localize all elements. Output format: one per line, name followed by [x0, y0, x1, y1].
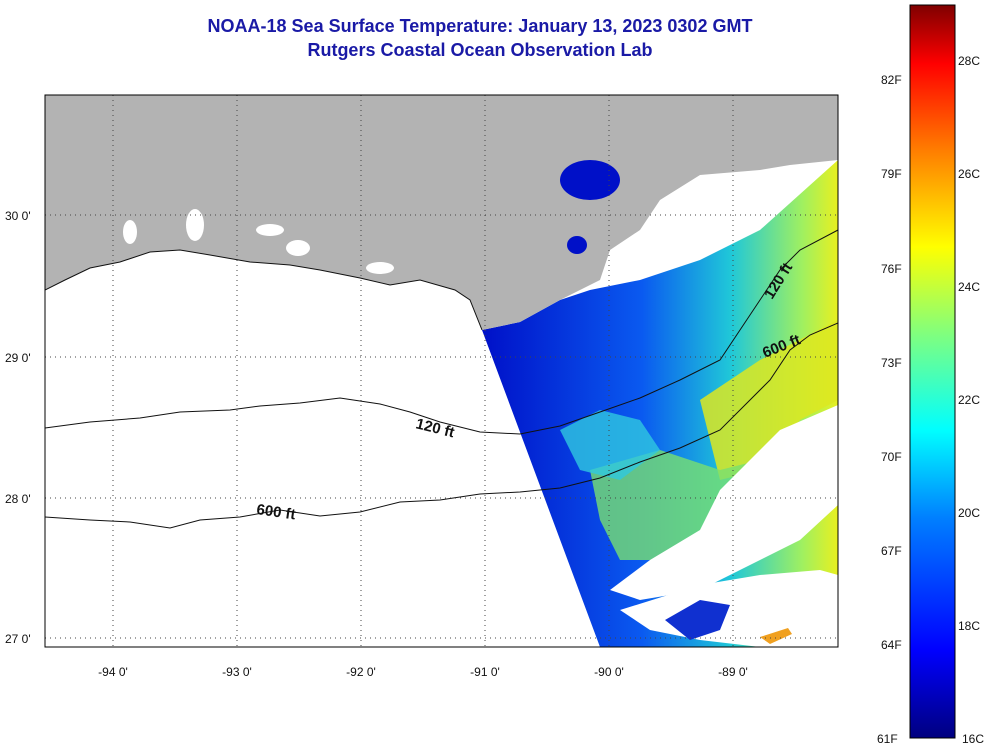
sst-warm-spot [760, 628, 792, 644]
lat-label: 27 0' [5, 632, 31, 646]
lat-label: 29 0' [5, 351, 31, 365]
lon-label: -92 0' [346, 665, 376, 679]
colorbar-c-label: 16C [962, 732, 984, 746]
lat-label: 28 0' [5, 492, 31, 506]
lon-label: -93 0' [222, 665, 252, 679]
coastline [45, 249, 483, 331]
colorbar-f-label: 70F [881, 450, 902, 464]
contour-label-600ft-west: 600 ft [255, 501, 296, 523]
colorbar-c-label: 26C [958, 167, 980, 181]
colorbar-f-label: 73F [881, 356, 902, 370]
colorbar-f-label: 67F [881, 544, 902, 558]
colorbar-c-label: 28C [958, 54, 980, 68]
cloud-gap-1 [610, 405, 838, 600]
cloud-gap-2 [620, 570, 838, 647]
map-frame [44, 94, 839, 648]
colorbar-c-label: 22C [958, 393, 980, 407]
chart-title: NOAA-18 Sea Surface Temperature: January… [207, 16, 753, 36]
lon-label: -89 0' [718, 665, 748, 679]
lat-label: 30 0' [5, 209, 31, 223]
contour-600ft [45, 322, 838, 529]
lon-label: -90 0' [594, 665, 624, 679]
colorbar-c-label: 20C [958, 506, 980, 520]
map-area [45, 95, 838, 647]
colorbar-f-label: 79F [881, 167, 902, 181]
lake-4 [256, 224, 284, 236]
land-mass [45, 95, 838, 330]
inland-water-2 [567, 236, 587, 254]
contour-120ft [45, 229, 838, 435]
colorbar-c-label: 18C [958, 619, 980, 633]
sst-south-patch [665, 600, 730, 640]
lake-3 [286, 240, 310, 256]
sst-warm-region [700, 320, 838, 480]
colorbar-c-label: 24C [958, 280, 980, 294]
colorbar-f-label: 64F [881, 638, 902, 652]
lon-label: -91 0' [470, 665, 500, 679]
sst-cyan-region [560, 410, 660, 480]
colorbar-f-label: 76F [881, 262, 902, 276]
lon-label: -94 0' [98, 665, 128, 679]
graticule [45, 95, 838, 647]
lake-1 [186, 209, 204, 241]
colorbar-f-label: 82F [881, 73, 902, 87]
inland-water-1 [560, 160, 620, 200]
colorbar-f-label: 61F [877, 732, 898, 746]
colorbar [909, 4, 956, 739]
lake-5 [366, 262, 394, 274]
lake-2 [123, 220, 137, 244]
chart-subtitle: Rutgers Coastal Ocean Observation Lab [307, 40, 653, 60]
